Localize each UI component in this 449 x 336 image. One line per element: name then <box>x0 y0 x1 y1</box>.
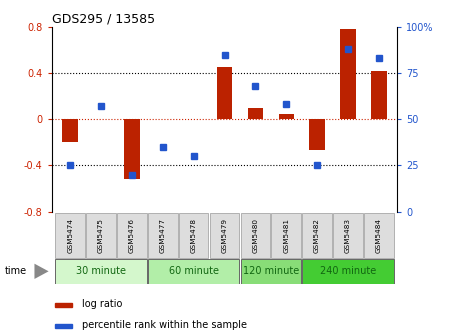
Bar <box>340 29 356 119</box>
Bar <box>364 213 394 258</box>
Polygon shape <box>35 264 48 279</box>
Bar <box>179 213 208 258</box>
Text: time: time <box>4 266 26 276</box>
Bar <box>371 71 387 119</box>
Bar <box>302 259 394 284</box>
Bar <box>86 213 116 258</box>
Bar <box>148 259 239 284</box>
Text: 120 minute: 120 minute <box>242 266 299 276</box>
Text: GSM5475: GSM5475 <box>98 218 104 253</box>
Text: GSM5480: GSM5480 <box>252 218 258 253</box>
Text: GSM5476: GSM5476 <box>129 218 135 253</box>
Bar <box>248 108 263 119</box>
Text: 60 minute: 60 minute <box>169 266 219 276</box>
Bar <box>210 213 239 258</box>
Bar <box>333 213 363 258</box>
Text: log ratio: log ratio <box>82 299 123 309</box>
Bar <box>278 114 294 119</box>
Bar <box>55 324 72 328</box>
Text: GSM5479: GSM5479 <box>221 218 228 253</box>
Bar <box>217 67 232 119</box>
Text: 30 minute: 30 minute <box>76 266 126 276</box>
Bar <box>124 119 140 179</box>
Text: GSM5483: GSM5483 <box>345 218 351 253</box>
Text: percentile rank within the sample: percentile rank within the sample <box>82 320 247 330</box>
Text: GSM5477: GSM5477 <box>160 218 166 253</box>
Bar <box>62 119 78 142</box>
Bar <box>309 119 325 151</box>
Text: GSM5481: GSM5481 <box>283 218 289 253</box>
Text: GSM5474: GSM5474 <box>67 218 73 253</box>
Text: GDS295 / 13585: GDS295 / 13585 <box>52 13 155 26</box>
Bar <box>117 213 147 258</box>
Text: GSM5478: GSM5478 <box>191 218 197 253</box>
Bar <box>302 213 332 258</box>
Bar <box>271 213 301 258</box>
Bar <box>241 259 301 284</box>
Bar <box>241 213 270 258</box>
Text: GSM5482: GSM5482 <box>314 218 320 253</box>
Bar <box>148 213 177 258</box>
Text: 240 minute: 240 minute <box>320 266 376 276</box>
Bar <box>55 259 147 284</box>
Text: GSM5484: GSM5484 <box>376 218 382 253</box>
Bar <box>55 213 85 258</box>
Bar <box>55 303 72 307</box>
